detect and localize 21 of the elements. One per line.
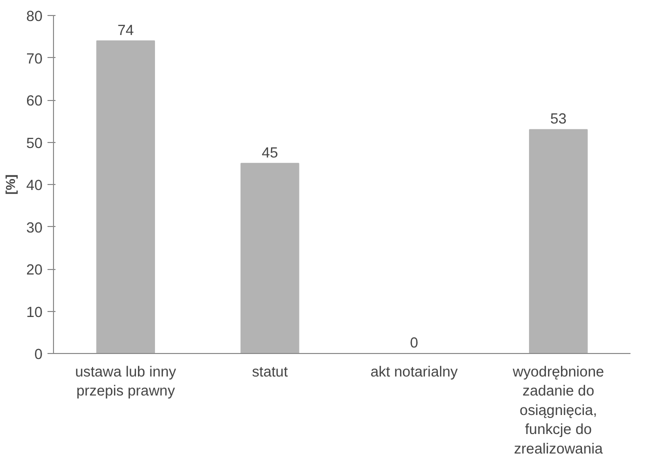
x-tick-label: statut <box>252 364 288 380</box>
y-tick-label: 40 <box>26 178 43 194</box>
y-tick-label: 80 <box>26 9 43 25</box>
y-axis-title: [%] <box>3 174 18 195</box>
data-label: 45 <box>262 145 278 162</box>
y-tick-label: 70 <box>26 51 43 68</box>
x-tick-label: akt notarialny <box>370 364 458 380</box>
y-tick-label: 60 <box>26 94 43 110</box>
data-label: 74 <box>117 22 134 39</box>
data-label: 53 <box>550 112 567 128</box>
y-tick-label: 0 <box>34 347 43 363</box>
y-tick-label: 10 <box>26 304 43 321</box>
y-tick-label: 30 <box>26 220 43 236</box>
y-tick-label: 50 <box>26 136 43 152</box>
bar <box>96 40 155 354</box>
x-tick-label: ustawa lub inny przepis prawny <box>75 364 177 400</box>
bar <box>240 162 300 354</box>
data-label: 0 <box>410 336 418 352</box>
bar <box>529 129 588 354</box>
x-tick-label: wyodrębnione zadanie do osiągnięcia, funkcje do zrealizowania <box>512 364 604 458</box>
y-tick-label: 20 <box>26 262 43 278</box>
